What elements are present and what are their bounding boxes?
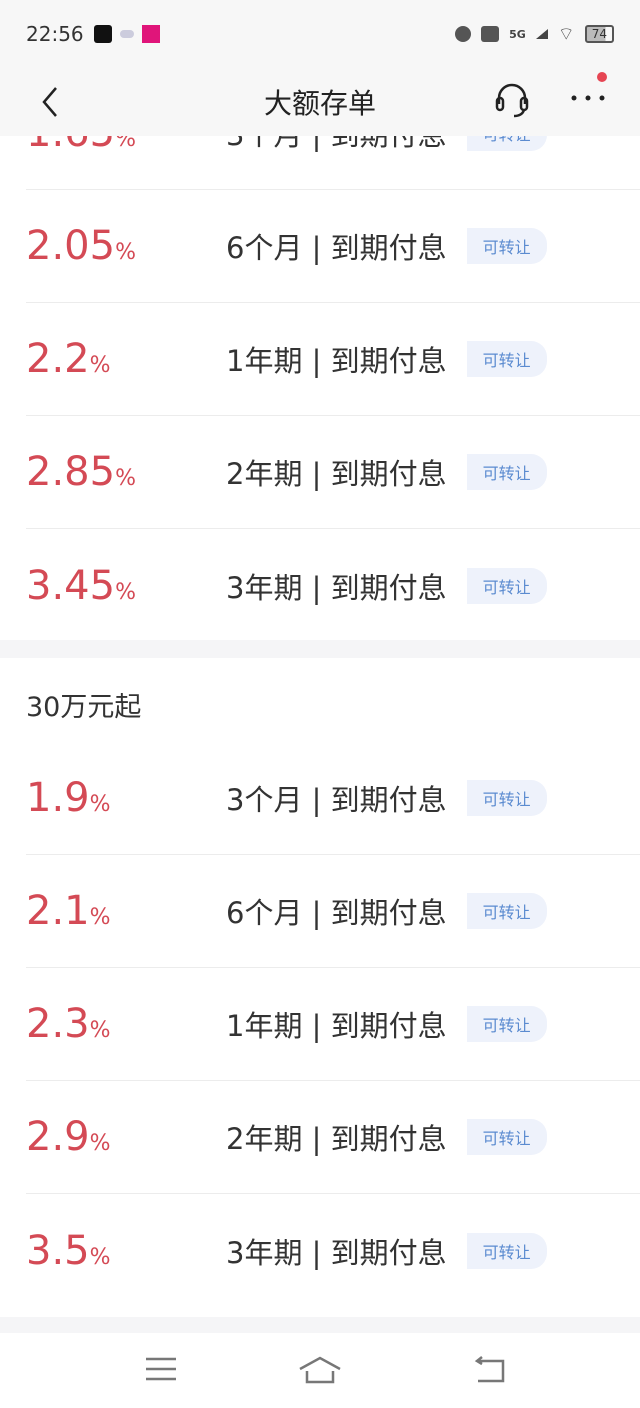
transferable-tag: 可转让 xyxy=(466,341,547,377)
transferable-tag: 可转让 xyxy=(466,1119,547,1155)
battery-icon: 74 xyxy=(584,25,614,43)
menu-icon[interactable] xyxy=(145,1355,177,1383)
status-time: 22:56 xyxy=(26,22,84,46)
transferable-tag: 可转让 xyxy=(466,780,547,816)
rate-value: 2.05 xyxy=(26,223,116,269)
rate-value: 2.9 xyxy=(26,1114,90,1160)
interest-rate: 3.5% xyxy=(26,1228,226,1274)
transferable-tag: 可转让 xyxy=(466,893,547,929)
rate-unit: % xyxy=(89,1131,111,1156)
rate-value: 2.3 xyxy=(26,1001,90,1047)
deposit-row[interactable]: 2.05% 6个月 | 到期付息 可转让 xyxy=(26,190,640,303)
transferable-tag: 可转让 xyxy=(466,1232,547,1269)
rate-unit: % xyxy=(89,792,111,817)
deposit-row[interactable]: 2.9% 2年期 | 到期付息 可转让 xyxy=(26,1081,640,1194)
section-tier-1: 1.65% 3个月 | 到期付息 可转让 2.05% 6个月 | 到期付息 可转… xyxy=(0,77,640,640)
rate-unit: % xyxy=(89,1244,111,1270)
alarm-icon xyxy=(455,26,472,42)
transferable-tag: 可转让 xyxy=(466,228,547,264)
interest-rate: 3.45% xyxy=(26,563,226,609)
customer-service-icon[interactable] xyxy=(494,80,530,120)
term-label: 3年期 | 到期付息 xyxy=(226,1235,447,1270)
more-icon[interactable] xyxy=(568,78,608,118)
section-tier-2: 30万元起 1.9% 3个月 | 到期付息 可转让 2.1% 6个月 | 到期付… xyxy=(0,658,640,1317)
term-label: 2年期 | 到期付息 xyxy=(226,457,447,491)
rate-unit: % xyxy=(115,240,136,265)
transferable-tag: 可转让 xyxy=(466,454,547,490)
wifi-icon: ⌔ xyxy=(557,23,575,45)
deposit-row[interactable]: 3.5% 3年期 | 到期付息 可转让 xyxy=(26,1194,640,1307)
interest-rate: 2.3% xyxy=(26,1001,226,1047)
interest-rate: 2.2% xyxy=(26,336,226,382)
rate-value: 1.9 xyxy=(26,775,90,821)
rate-unit: % xyxy=(89,1018,111,1043)
back-nav-icon[interactable] xyxy=(472,1355,506,1385)
notification-badge xyxy=(597,72,607,82)
home-icon[interactable] xyxy=(298,1355,342,1385)
hd-icon xyxy=(481,26,500,42)
term-label: 1年期 | 到期付息 xyxy=(226,344,447,378)
system-nav-bar xyxy=(0,1333,640,1408)
interest-rate: 2.1% xyxy=(26,888,226,934)
status-bar: 22:56 5G ⌔ 74 xyxy=(0,0,640,68)
top-bar: 大额存单 xyxy=(0,68,640,136)
deposit-row[interactable]: 2.3% 1年期 | 到期付息 可转让 xyxy=(26,968,640,1081)
rate-unit: % xyxy=(115,466,136,491)
rate-unit: % xyxy=(89,353,111,378)
section-heading: 30万元起 xyxy=(26,692,142,723)
interest-rate: 1.9% xyxy=(26,775,226,821)
rate-value: 3.45 xyxy=(26,562,116,609)
interest-rate: 2.85% xyxy=(26,449,226,495)
rate-value: 2.2 xyxy=(26,336,90,382)
term-label: 2年期 | 到期付息 xyxy=(226,1122,447,1156)
transferable-tag: 可转让 xyxy=(466,1006,547,1042)
term-label: 6个月 | 到期付息 xyxy=(226,231,447,265)
back-icon[interactable] xyxy=(36,82,66,122)
rate-unit: % xyxy=(89,905,111,930)
deposit-row[interactable]: 2.1% 6个月 | 到期付息 可转让 xyxy=(26,855,640,968)
term-label: 3个月 | 到期付息 xyxy=(226,783,447,817)
interest-rate: 2.9% xyxy=(26,1114,226,1160)
interest-rate: 2.05% xyxy=(26,223,226,269)
rate-value: 3.5 xyxy=(26,1227,90,1274)
term-label: 1年期 | 到期付息 xyxy=(226,1009,447,1043)
rate-value: 2.1 xyxy=(26,888,90,934)
deposit-row[interactable]: 2.85% 2年期 | 到期付息 可转让 xyxy=(26,416,640,529)
battery-level: 74 xyxy=(591,27,607,41)
page-title: 大额存单 xyxy=(263,87,376,120)
tiktok-icon xyxy=(93,25,112,43)
cloud-icon xyxy=(119,30,134,38)
deposit-row[interactable]: 2.2% 1年期 | 到期付息 可转让 xyxy=(26,303,640,416)
app-notification-icon xyxy=(141,25,160,43)
signal-icon xyxy=(535,29,548,39)
term-label: 3年期 | 到期付息 xyxy=(226,570,447,605)
deposit-row[interactable]: 1.9% 3个月 | 到期付息 可转让 xyxy=(26,742,640,855)
deposit-row[interactable]: 3.45% 3年期 | 到期付息 可转让 xyxy=(26,529,640,642)
term-label: 6个月 | 到期付息 xyxy=(226,896,447,930)
rate-unit: % xyxy=(115,579,136,605)
network-type: 5G xyxy=(509,27,526,41)
rate-value: 2.85 xyxy=(26,449,116,495)
transferable-tag: 可转让 xyxy=(466,567,547,604)
